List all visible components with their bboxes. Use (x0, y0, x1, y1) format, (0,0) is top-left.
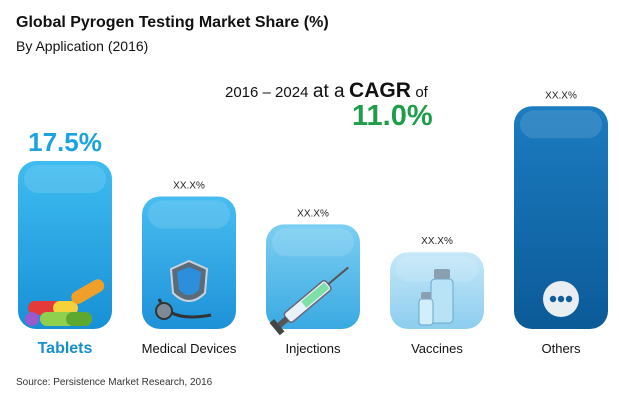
cagr-period: 2016 – 2024 (225, 84, 309, 101)
value-label: 17.5% (28, 127, 102, 157)
vials-icon (418, 269, 454, 326)
cagr-value: 11.0% (352, 100, 433, 132)
category-label: Tablets (38, 340, 93, 357)
cagr-statement: 2016 – 2024 at a CAGR of (225, 79, 428, 103)
syringe-icon (269, 266, 349, 336)
value-label: XX.X% (173, 181, 205, 192)
category-label: Others (541, 341, 581, 356)
shield-stethoscope-icon (155, 259, 212, 320)
pills-icon (25, 279, 105, 326)
value-label: XX.X% (297, 208, 329, 219)
chart-title: Global Pyrogen Testing Market Share (%) (16, 14, 329, 31)
bar-highlight (272, 228, 354, 257)
cagr-of: of (415, 84, 428, 101)
cagr-label: CAGR (349, 79, 411, 102)
bar-highlight (24, 165, 106, 193)
chart-subtitle: By Application (2016) (16, 38, 149, 54)
category-label: Injections (286, 341, 341, 356)
cagr-at-a: at a (312, 81, 345, 102)
ellipsis-icon (543, 281, 579, 317)
source-note: Source: Persistence Market Research, 201… (16, 377, 213, 388)
category-label: Medical Devices (142, 341, 237, 356)
bar-highlight (148, 200, 230, 229)
value-label: XX.X% (421, 236, 453, 247)
bar-highlight (520, 110, 602, 139)
bar-injections (266, 224, 360, 329)
bar-others (514, 106, 608, 329)
category-label: Vaccines (411, 341, 463, 356)
value-label: XX.X% (545, 90, 577, 101)
